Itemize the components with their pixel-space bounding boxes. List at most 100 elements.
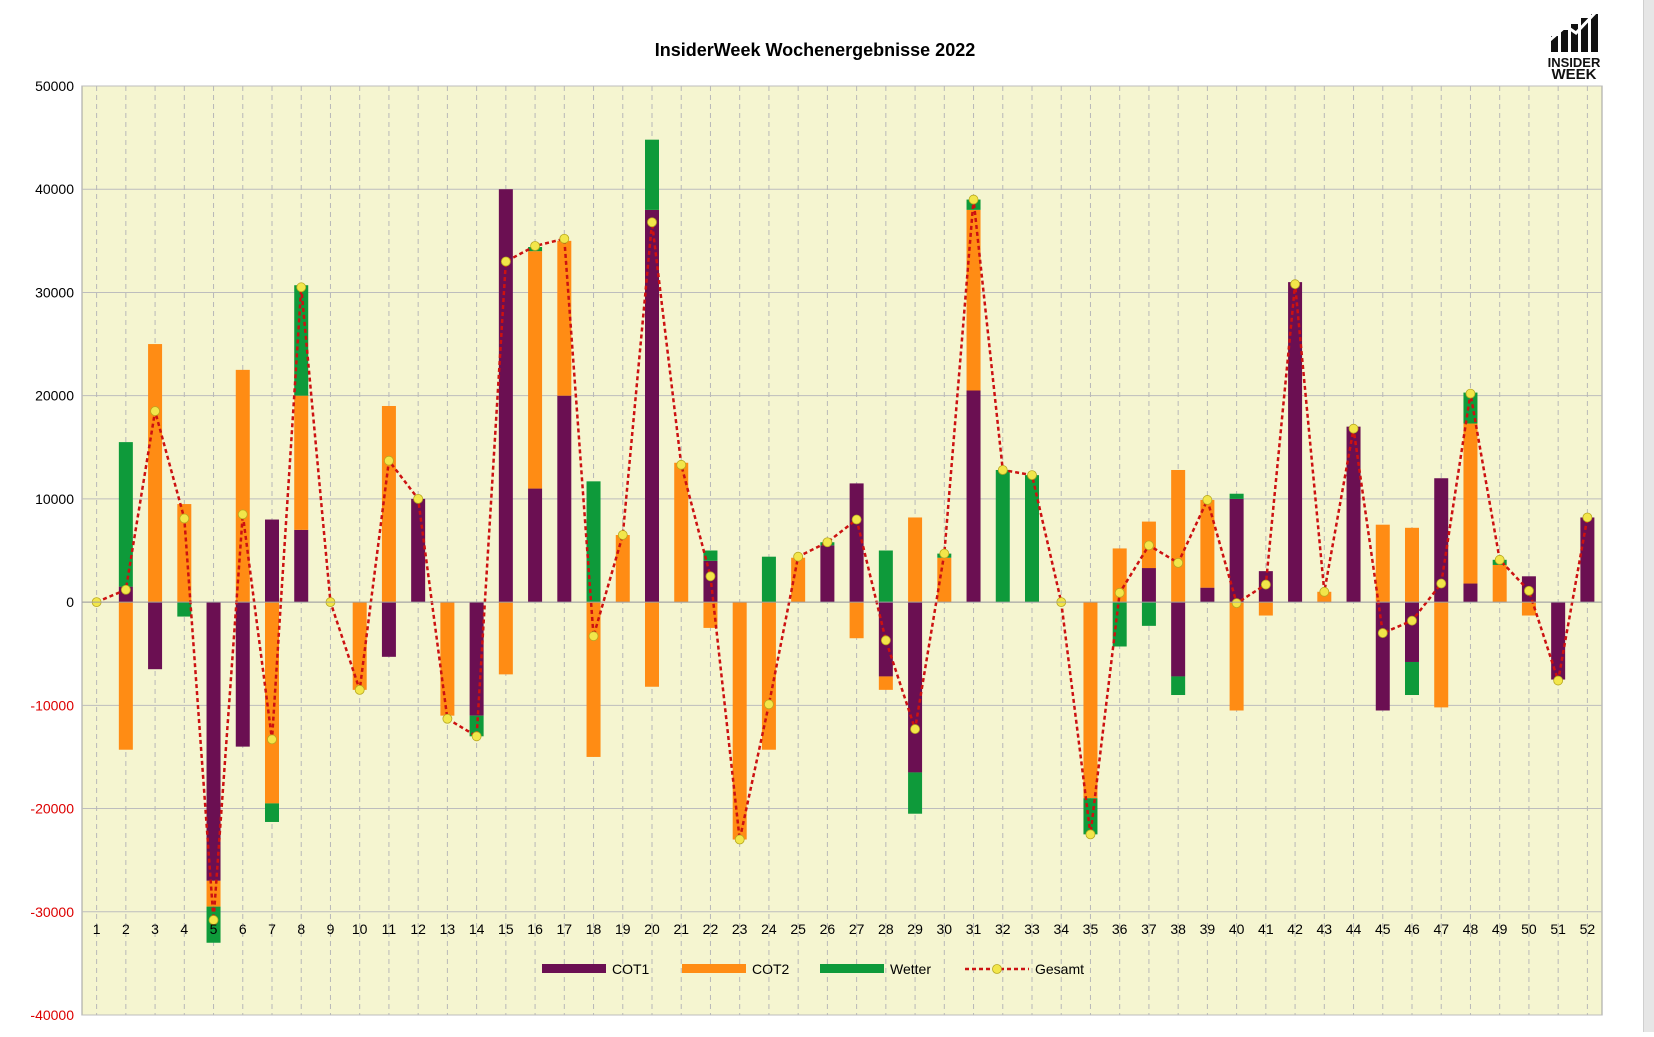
bar-cot1-week-16 [528,488,543,603]
x-tick-label: 20 [644,921,660,937]
bar-cot1-week-3 [148,602,163,670]
x-tick-label: 40 [1229,921,1245,937]
x-tick-label: 45 [1375,921,1391,937]
bar-wetter-week-38 [1171,676,1186,696]
gesamt-point-week-7 [267,734,277,745]
y-tick-label: 50000 [35,78,74,94]
x-tick-label: 47 [1433,921,1449,937]
gesamt-point-week-31 [968,194,979,205]
x-tick-label: 46 [1404,921,1420,937]
bar-cot2-week-2 [118,602,133,750]
gesamt-point-week-19 [617,530,628,540]
y-tick-label: 10000 [35,491,74,507]
x-tick-label: 49 [1492,921,1508,937]
bar-cot2-week-24 [761,602,776,750]
bar-cot1-week-5 [206,602,221,881]
bar-cot2-week-23 [732,602,747,840]
x-tick-label: 10 [352,921,368,937]
gesamt-point-week-49 [1494,554,1505,565]
bar-cot2-week-43 [1317,591,1332,603]
bar-cot1-week-22 [703,560,718,603]
x-tick-label: 13 [440,921,456,937]
x-tick-label: 22 [703,921,719,937]
x-tick-label: 16 [527,921,543,937]
bar-cot2-week-47 [1434,602,1449,708]
x-tick-label: 15 [498,921,514,937]
x-tick-label: 2 [122,921,130,937]
bar-cot2-week-3 [148,344,163,603]
bar-wetter-week-22 [703,550,718,561]
x-tick-label: 9 [327,921,335,937]
x-tick-label: 1 [93,921,101,937]
gesamt-point-week-24 [764,699,774,710]
x-tick-label: 33 [1024,921,1040,937]
x-tick-label: 30 [937,921,953,937]
gesamt-point-week-33 [1027,470,1037,481]
x-tick-label: 4 [180,921,188,937]
gesamt-point-week-2 [120,584,131,595]
bar-cot1-week-47 [1434,478,1449,603]
bar-cot2-week-46 [1405,527,1419,603]
x-tick-label: 51 [1550,921,1566,937]
x-tick-label: 44 [1346,921,1362,937]
gesamt-point-week-44 [1348,423,1359,434]
gesamt-point-week-51 [1553,675,1564,686]
bar-cot1-week-29 [908,602,923,773]
bar-cot2-week-48 [1463,423,1478,584]
x-tick-label: 39 [1200,921,1216,937]
x-tick-label: 48 [1463,921,1479,937]
plot-area [81,85,1603,1016]
x-tick-label: 27 [849,921,865,937]
x-tick-label: 8 [297,921,305,937]
x-tick-label: 23 [732,921,748,937]
bar-cot1-week-52 [1580,517,1595,603]
gesamt-point-week-8 [296,282,307,293]
bar-cot2-week-38 [1171,469,1186,603]
gesamt-point-week-18 [588,631,599,642]
bar-cot2-week-35 [1083,602,1098,799]
chart-title: InsiderWeek Wochenergebnisse 2022 [655,40,975,60]
gesamt-point-week-26 [822,537,833,548]
bar-cot1-week-44 [1346,426,1361,603]
bar-wetter-week-40 [1229,493,1244,499]
bar-cot1-week-27 [849,483,864,603]
gesamt-point-week-23 [734,834,745,845]
y-tick-label: 0 [66,594,74,610]
window-edge [1643,0,1654,1032]
gesamt-point-week-5 [208,915,219,925]
gesamt-point-week-39 [1202,495,1213,505]
bar-cot1-week-26 [820,545,835,603]
x-tick-label: 5 [210,921,218,937]
x-tick-label: 31 [966,921,982,937]
x-tick-label: 42 [1287,921,1303,937]
bar-wetter-week-28 [878,550,893,603]
bar-cot2-week-39 [1200,499,1215,588]
bar-cot1-week-6 [235,602,250,747]
bar-cot2-week-29 [908,517,923,603]
legend-swatch-wetter [820,964,884,973]
bar-wetter-week-7 [265,803,279,822]
gesamt-point-week-52 [1582,512,1593,523]
bar-cot2-week-50 [1521,602,1536,616]
bar-wetter-week-8 [294,285,309,396]
gesamt-point-week-21 [676,459,687,470]
y-tick-label: 30000 [35,284,74,300]
gesamt-point-week-35 [1085,829,1096,840]
bar-cot1-week-14 [469,602,484,716]
bar-cot1-week-42 [1288,282,1303,603]
bar-wetter-week-2 [118,442,133,587]
bar-cot2-week-25 [791,557,806,603]
x-tick-label: 36 [1112,921,1128,937]
x-tick-label: 52 [1580,921,1596,937]
gesamt-point-week-48 [1465,388,1476,399]
bar-wetter-week-32 [995,469,1010,603]
bar-cot2-week-28 [878,676,893,690]
y-tick-label: -10000 [30,697,74,713]
bar-cot2-week-8 [294,395,309,530]
logo: INSIDER WEEK [1548,10,1601,83]
x-tick-label: 11 [382,921,397,937]
x-tick-label: 12 [410,921,426,937]
x-tick-label: 32 [995,921,1011,937]
gesamt-point-week-11 [384,455,394,466]
